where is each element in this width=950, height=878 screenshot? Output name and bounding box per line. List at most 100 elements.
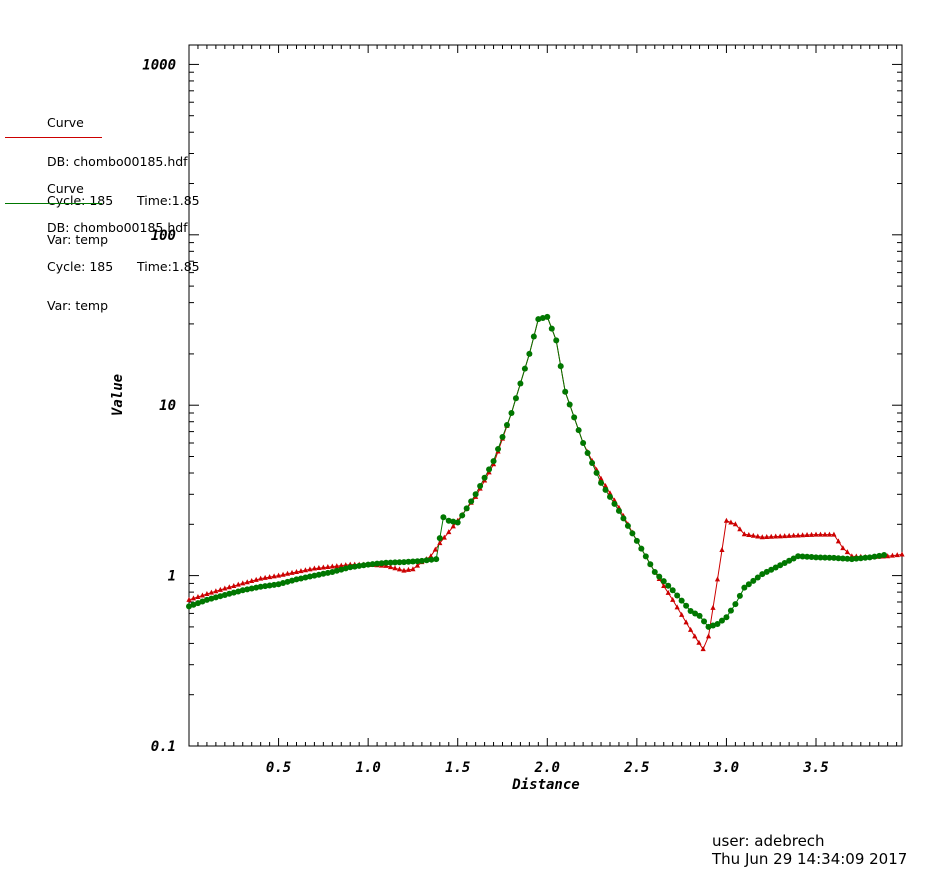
series-2-point	[714, 620, 721, 627]
series-2-point	[244, 586, 251, 593]
series-1-point	[755, 533, 761, 539]
x-tick-label: 2.5	[623, 760, 649, 776]
legend-db: DB: chombo00185.hdf	[47, 220, 188, 235]
series-2-point	[248, 585, 255, 592]
series-2-point	[530, 333, 537, 340]
legend-curve-label: Curve	[47, 115, 84, 130]
series-1-point	[244, 579, 250, 585]
series-1-point	[249, 578, 255, 584]
series-1-point	[275, 572, 282, 578]
series-1-point	[768, 533, 774, 539]
series-2-point	[799, 553, 806, 560]
series-2-point	[696, 612, 703, 619]
series-2-point	[786, 557, 793, 564]
series-2-point	[535, 316, 542, 323]
series-2-point	[602, 486, 609, 493]
legend-swatch-1	[5, 137, 102, 138]
series-2-point	[539, 314, 546, 321]
series-2-point	[674, 592, 681, 599]
series-1-point	[410, 566, 416, 572]
series-2-point	[436, 535, 443, 542]
series-2-point	[669, 587, 676, 594]
series-1-point	[289, 569, 295, 575]
series-1-point	[437, 540, 443, 546]
series-2-point	[768, 566, 775, 573]
series-2-point	[262, 583, 269, 590]
series-2-point	[804, 553, 811, 560]
y-tick-label: 1000	[142, 57, 176, 73]
series-1-point	[835, 538, 842, 544]
series-2-point	[862, 554, 869, 561]
series-2-point	[400, 559, 407, 566]
legend-time: Time:1.85	[137, 193, 200, 208]
legend-entry-2: Curve DB: chombo00185.hdf Cycle: 185 Time…	[47, 156, 200, 325]
series-2-point	[813, 554, 820, 561]
series-2-point	[571, 414, 578, 421]
series-2-point	[374, 560, 381, 567]
series-2-point	[365, 561, 372, 568]
series-1-point	[432, 546, 438, 552]
series-2-point	[660, 578, 667, 585]
series-1-line	[188, 316, 903, 651]
series-1-point	[777, 533, 783, 539]
series-2-point	[606, 493, 613, 500]
series-1-point	[822, 531, 828, 537]
series-2-point	[499, 434, 506, 441]
series-1-point	[226, 584, 232, 590]
series-1-point	[723, 517, 730, 523]
series-1-point	[204, 590, 210, 596]
series-2-point	[750, 577, 757, 584]
series-1-point	[602, 483, 609, 489]
series-2-point	[808, 554, 815, 561]
series-1-point	[679, 611, 685, 617]
series-1-point	[329, 563, 335, 569]
series-2-point	[378, 560, 385, 567]
series-2-point	[387, 559, 394, 566]
series-2-point	[620, 515, 627, 522]
series-2-point	[665, 582, 672, 589]
series-2-point	[876, 552, 883, 559]
series-2-point	[418, 557, 425, 564]
series-2-point	[741, 584, 748, 591]
series-2-point	[477, 482, 484, 489]
series-2-point	[723, 614, 730, 621]
y-tick-label: 0.1	[151, 739, 176, 755]
series-2-point	[414, 558, 421, 565]
series-1-point	[222, 585, 228, 591]
series-2-point	[481, 474, 488, 481]
series-2-point	[557, 363, 564, 370]
series-1-point	[186, 596, 192, 602]
series-lines	[188, 316, 903, 651]
series-1-point	[267, 574, 273, 580]
series-2-point	[433, 556, 440, 563]
series-1-point	[804, 532, 810, 538]
series-2-point	[866, 554, 873, 561]
plot-frame	[188, 44, 903, 747]
series-2-point	[830, 554, 837, 561]
series-2-point	[396, 559, 403, 566]
legend-db: DB: chombo00185.hdf	[47, 154, 188, 169]
series-1-point	[401, 567, 407, 573]
y-tick-label: 100	[151, 228, 176, 244]
series-2-point	[777, 562, 784, 569]
series-2-point	[795, 553, 802, 560]
y-tick-label: 10	[159, 398, 176, 414]
series-2-point	[857, 555, 864, 562]
series-2-point	[683, 602, 690, 609]
series-2-point	[440, 514, 447, 521]
series-2-point	[642, 553, 649, 560]
series-1-point	[240, 580, 246, 586]
series-1-point	[741, 531, 747, 537]
series-2-point	[544, 313, 551, 320]
series-1-point	[683, 619, 689, 625]
series-2-point	[351, 563, 358, 570]
series-markers	[186, 313, 905, 652]
series-2-point	[633, 537, 640, 544]
axis-ticks	[189, 45, 902, 747]
series-1-point	[894, 552, 900, 558]
series-2-point	[598, 479, 605, 486]
footer-date: Thu Jun 29 14:34:09 2017	[712, 850, 908, 868]
series-1-point	[311, 565, 318, 571]
series-2-point	[835, 555, 842, 562]
